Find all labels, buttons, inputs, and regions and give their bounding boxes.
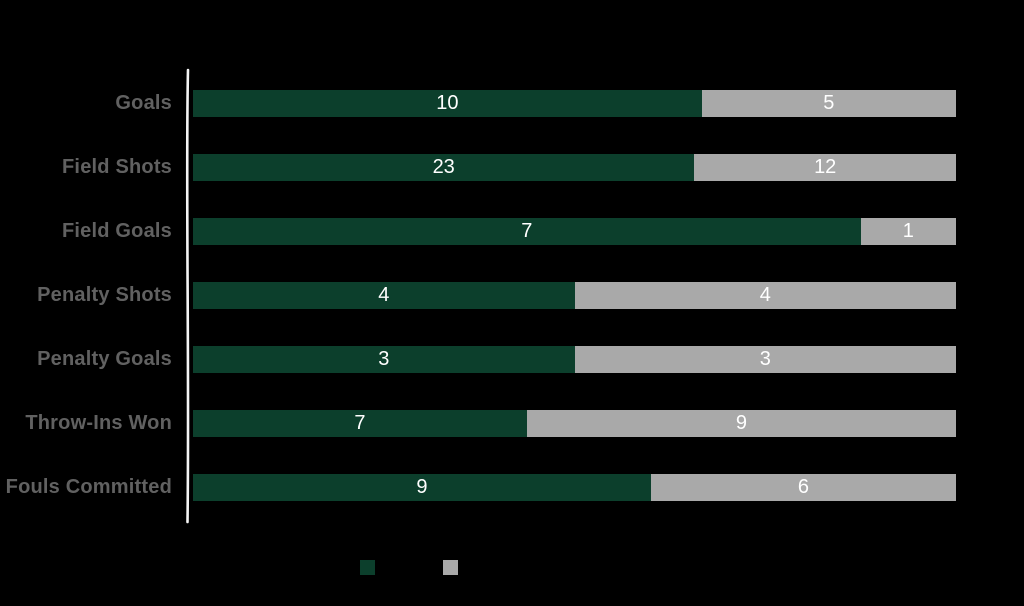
segment-value-label: 4 [759,284,771,306]
green-team-bar-segment: 9 [193,474,651,501]
segment-value-label: 1 [902,220,914,242]
segment-value-label: 3 [759,348,771,370]
bar-track: 10 5 [193,90,956,117]
segment-value-label: 9 [735,412,747,434]
chart-row: Goals 10 5 [0,90,1024,117]
category-label: Goals [115,92,172,114]
segment-value-label: 5 [823,92,835,114]
gray-team-bar-segment: 9 [526,410,956,437]
gray-team-bar-segment: 4 [574,282,956,309]
segment-value-label: 10 [436,92,459,114]
y-axis-line [185,68,190,524]
gray-team-bar-segment: 6 [650,474,956,501]
segment-value-label: 6 [797,476,809,498]
green-team-bar-segment: 7 [193,410,527,437]
chart-row: Field Shots 23 12 [0,154,1024,181]
segment-value-label: 7 [354,412,366,434]
chart-row: Penalty Goals 3 3 [0,346,1024,373]
chart-row: Fouls Committed 9 6 [0,474,1024,501]
gray-team-bar-segment: 5 [701,90,956,117]
green-team-bar-segment: 3 [193,346,575,373]
category-label: Throw-Ins Won [25,412,172,434]
category-label: Penalty Shots [37,284,172,306]
segment-value-label: 3 [378,348,390,370]
category-label: Field Shots [62,156,172,178]
segment-value-label: 9 [416,476,428,498]
legend-swatch-green [360,560,375,575]
bar-track: 23 12 [193,154,956,181]
y-axis-line-path [185,68,190,524]
category-label: Fouls Committed [5,476,172,498]
segment-value-label: 4 [378,284,390,306]
gray-team-bar-segment: 1 [860,218,956,245]
green-team-bar-segment: 10 [193,90,702,117]
gray-team-bar-segment: 3 [574,346,956,373]
category-label: Penalty Goals [37,348,172,370]
green-team-bar-segment: 7 [193,218,861,245]
chart-row: Throw-Ins Won 7 9 [0,410,1024,437]
segment-value-label: 23 [432,156,455,178]
chart-row: Penalty Shots 4 4 [0,282,1024,309]
segment-value-label: 12 [814,156,837,178]
legend-swatch-gray [443,560,458,575]
category-label: Field Goals [61,220,172,242]
green-team-bar-segment: 4 [193,282,575,309]
gray-team-bar-segment: 12 [694,154,956,181]
green-team-bar-segment: 23 [193,154,695,181]
segment-value-label: 7 [521,220,533,242]
chart-row: Field Goals 7 1 [0,218,1024,245]
